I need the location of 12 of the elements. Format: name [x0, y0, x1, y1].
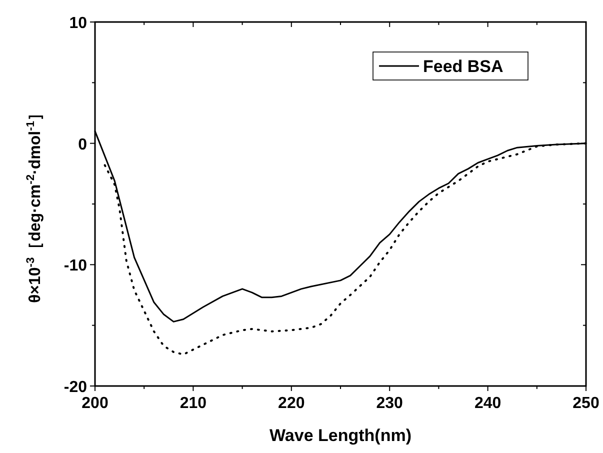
x-tick-label: 210: [180, 395, 207, 412]
x-tick-label: 200: [82, 395, 108, 412]
x-tick-label: 220: [278, 395, 305, 412]
x-tick-label: 230: [376, 395, 404, 412]
y-tick-label: -10: [64, 258, 88, 275]
x-axis-title: Wave Length(nm): [270, 426, 412, 445]
x-tick-label: 240: [474, 395, 502, 412]
y-tick-label: 10: [69, 15, 88, 32]
y-tick-label: -20: [64, 379, 88, 396]
legend-label: Feed BSA: [423, 57, 504, 76]
y-tick-label: 0: [78, 136, 88, 154]
x-tick-label: 250: [572, 395, 600, 412]
